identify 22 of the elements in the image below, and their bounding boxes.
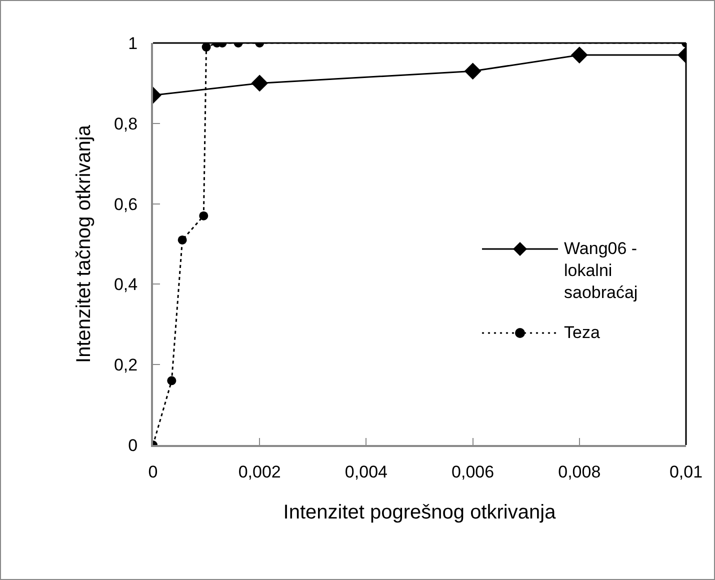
x-axis-title: Intenzitet pogrešnog otkrivanja bbox=[283, 501, 557, 524]
x-tick-label: 0 bbox=[148, 462, 158, 482]
point bbox=[464, 62, 482, 80]
point bbox=[178, 235, 187, 244]
point bbox=[202, 43, 211, 52]
x-tick-label: 0,006 bbox=[452, 462, 494, 482]
y-tick-label: 0,8 bbox=[114, 114, 138, 134]
y-tick-label: 0 bbox=[128, 436, 138, 455]
point bbox=[251, 74, 268, 92]
y-axis-title: Intenzitet tačnog otkrivanja bbox=[72, 124, 95, 363]
y-tick-label: 0,4 bbox=[114, 275, 138, 294]
x-tick-label: 0,004 bbox=[344, 462, 388, 482]
x-tick-label: 0,01 bbox=[669, 462, 703, 482]
x-tick-label: 0,002 bbox=[238, 462, 281, 482]
y-tick-label: 0,6 bbox=[114, 194, 138, 214]
y-tick-label: 0,2 bbox=[114, 356, 138, 375]
legend-label: Teza bbox=[564, 322, 601, 344]
point bbox=[199, 211, 208, 220]
point bbox=[570, 46, 588, 64]
y-tick-label: 1 bbox=[128, 34, 138, 53]
legend-label: Wang06 - lokalni saobraćaj bbox=[564, 238, 639, 304]
x-tick-label: 0,008 bbox=[558, 462, 601, 482]
